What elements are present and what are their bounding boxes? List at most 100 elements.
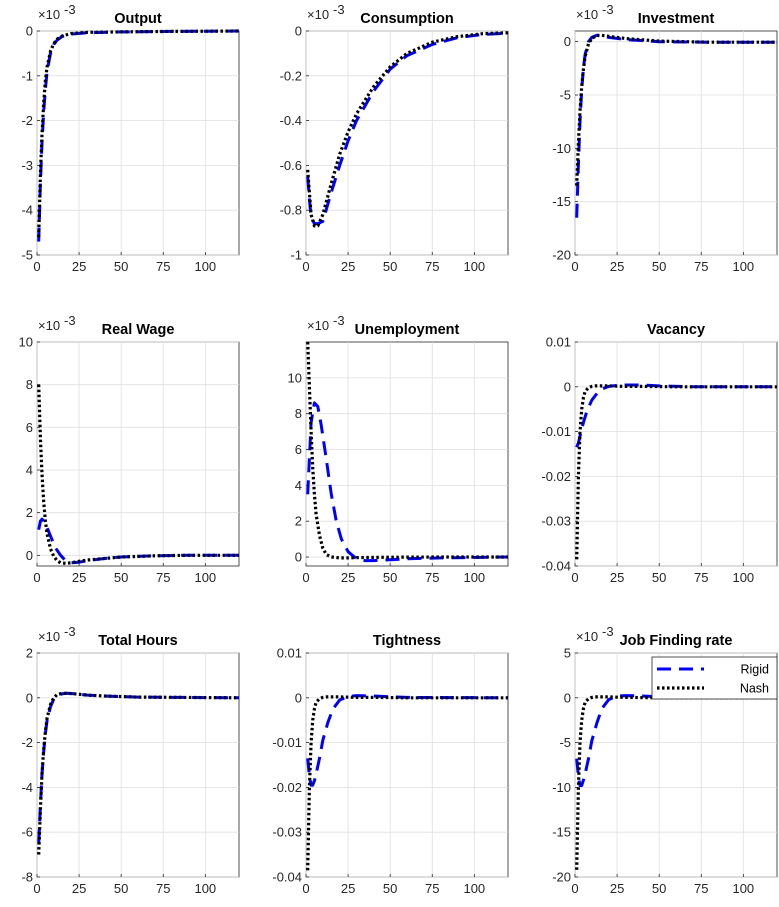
y-tick-label: 0: [564, 379, 571, 394]
x-tick-label: 50: [383, 259, 397, 274]
series-line-rigid: [575, 694, 778, 788]
y-tick-label: -3: [21, 158, 33, 173]
panel-title: Real Wage: [102, 322, 175, 338]
x-tick-label: 100: [732, 881, 754, 896]
exponent-label: ×10: [576, 629, 598, 644]
panel-title: Total Hours: [98, 633, 177, 649]
x-tick-label: 25: [610, 570, 624, 585]
series-line-rigid: [37, 29, 240, 242]
series-line-rigid: [575, 383, 777, 448]
panel-title: Vacancy: [647, 322, 705, 338]
x-tick-label: 0: [571, 259, 578, 274]
y-tick-label: 8: [26, 377, 33, 392]
y-tick-label: -20: [552, 248, 571, 263]
y-tick-label: -0.03: [272, 825, 302, 840]
x-tick-label: 50: [383, 881, 397, 896]
exponent-power: -3: [333, 2, 345, 17]
panel-4: 0 25 50 75 100 0 2 4 6 8 10 ×10 -3 Unemployment: [288, 313, 509, 585]
y-tick-label: -15: [552, 194, 571, 209]
y-tick-label: -20: [552, 870, 571, 885]
x-tick-label: 100: [463, 570, 485, 585]
panel-2: 0 25 50 75 100 -20 -15 -10 -5 0 ×10 -3 Investment: [552, 2, 778, 274]
series-line-rigid: [306, 401, 509, 563]
panel-title: Tightness: [373, 633, 441, 649]
x-tick-label: 75: [425, 570, 439, 585]
y-tick-label: -0.01: [541, 424, 571, 439]
legend-box: [651, 656, 778, 700]
x-tick-label: 0: [571, 881, 578, 896]
y-tick-label: -1: [21, 68, 33, 83]
panel-0: 0 25 50 75 100 -5 -4 -3 -2 -1 0 ×10 -3 Output: [21, 2, 240, 274]
legend-label-nash: Nash: [740, 682, 769, 696]
exponent-label: ×10: [307, 7, 329, 22]
exponent-label: ×10: [307, 318, 329, 333]
y-tick-label: 8: [295, 406, 302, 421]
x-tick-label: 75: [694, 570, 708, 585]
x-tick-label: 0: [33, 259, 40, 274]
x-tick-label: 100: [732, 259, 754, 274]
x-tick-label: 75: [425, 881, 439, 896]
plot-area: [36, 341, 240, 567]
plot-area: [36, 652, 240, 878]
y-tick-label: -0.4: [280, 113, 302, 128]
plot-area: [36, 30, 240, 256]
x-tick-label: 100: [463, 881, 485, 896]
exponent-power: -3: [64, 624, 76, 639]
x-tick-label: 100: [194, 259, 216, 274]
y-tick-label: 0: [564, 34, 571, 49]
exponent-label: ×10: [38, 318, 60, 333]
panel-title: Investment: [638, 11, 715, 27]
y-tick-label: -0.04: [272, 870, 302, 885]
x-tick-label: 25: [610, 881, 624, 896]
exponent-power: -3: [602, 2, 614, 17]
x-tick-label: 25: [341, 259, 355, 274]
y-tick-label: -1: [290, 248, 302, 263]
panel-title: Consumption: [360, 11, 453, 27]
y-tick-label: -0.2: [280, 68, 302, 83]
plot-area: [305, 652, 509, 878]
y-tick-label: 2: [295, 514, 302, 529]
panel-3: 0 25 50 75 100 0 2 4 6 8 10 ×10 -3 Real Wage: [19, 313, 240, 585]
exponent-power: -3: [64, 2, 76, 17]
y-tick-label: -4: [21, 780, 33, 795]
exponent-power: -3: [64, 313, 76, 328]
x-tick-label: 0: [33, 881, 40, 896]
x-tick-label: 50: [383, 570, 397, 585]
series-line-nash: [575, 695, 777, 870]
x-tick-label: 100: [194, 570, 216, 585]
exponent-power: -3: [602, 624, 614, 639]
y-tick-label: 4: [26, 463, 33, 478]
y-tick-label: 5: [564, 646, 571, 661]
y-tick-label: -15: [552, 825, 571, 840]
exponent-power: -3: [333, 313, 345, 328]
plot-area: [574, 341, 778, 567]
y-tick-label: 0: [295, 24, 302, 39]
y-tick-label: -0.04: [541, 559, 571, 574]
y-tick-label: -5: [559, 88, 571, 103]
y-tick-label: -5: [21, 248, 33, 263]
y-tick-label: 10: [288, 370, 302, 385]
x-tick-label: 25: [341, 570, 355, 585]
panel-1: 0 25 50 75 100 -1 -0.8 -0.6 -0.4 -0.2 0 ×10 -3 Consum…: [280, 2, 509, 274]
y-tick-label: 0: [26, 548, 33, 563]
legend-label-rigid: Rigid: [741, 663, 770, 677]
y-tick-label: -0.03: [541, 514, 571, 529]
y-tick-label: -10: [552, 780, 571, 795]
exponent-label: ×10: [38, 629, 60, 644]
x-tick-label: 25: [610, 259, 624, 274]
y-tick-label: -2: [21, 113, 33, 128]
x-tick-label: 50: [652, 881, 666, 896]
x-tick-label: 25: [72, 570, 86, 585]
y-tick-label: 6: [26, 420, 33, 435]
series-line-nash: [575, 33, 777, 186]
legend: Rigid Nash: [651, 656, 778, 700]
x-tick-label: 50: [652, 570, 666, 585]
x-tick-label: 100: [194, 881, 216, 896]
x-tick-label: 100: [463, 259, 485, 274]
x-tick-label: 75: [425, 259, 439, 274]
series-line-rigid: [306, 694, 509, 787]
y-tick-label: 0: [295, 550, 302, 565]
y-tick-label: -10: [552, 141, 571, 156]
panel-5: 0 25 50 75 100 -0.04 -0.03 -0.02 -0.01 0 0.01 Vacan…: [541, 322, 778, 585]
x-tick-label: 25: [72, 881, 86, 896]
